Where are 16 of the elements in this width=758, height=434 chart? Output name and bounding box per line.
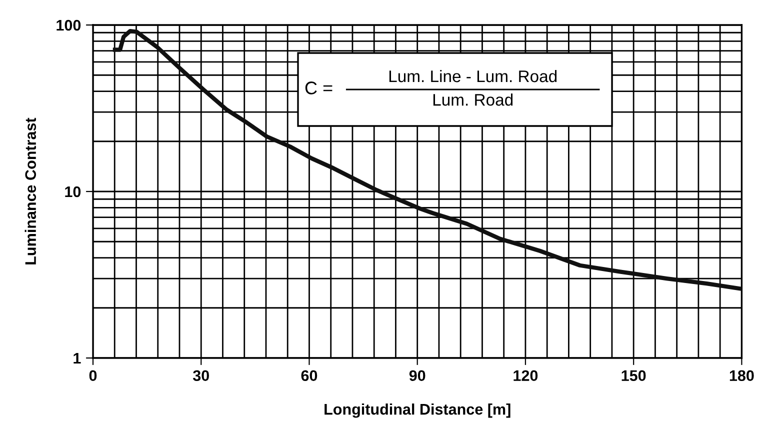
annotation: Lum. Line - Lum. Road [389, 70, 557, 82]
y-axis-title: Luminance Contrast [24, 118, 36, 264]
x-tick-label: 30 [192, 370, 209, 382]
x-tick-label: 120 [514, 370, 538, 382]
y-tick-label: 100 [56, 20, 81, 31]
x-tick-label: 90 [409, 370, 426, 382]
x-tick-label: 60 [301, 370, 318, 382]
y-tick-label: 10 [65, 186, 81, 198]
annotation: Lum. Road [433, 93, 513, 106]
line-series [112, 28, 742, 291]
y-tick-label: 1 [74, 353, 81, 364]
x-tick-label: 180 [730, 370, 754, 382]
x-axis-title: Longitudinal Distance [m] [324, 403, 510, 418]
x-tick-label: 150 [622, 370, 646, 382]
x-tick-label: 0 [89, 370, 97, 382]
annotation: C = [305, 82, 332, 94]
